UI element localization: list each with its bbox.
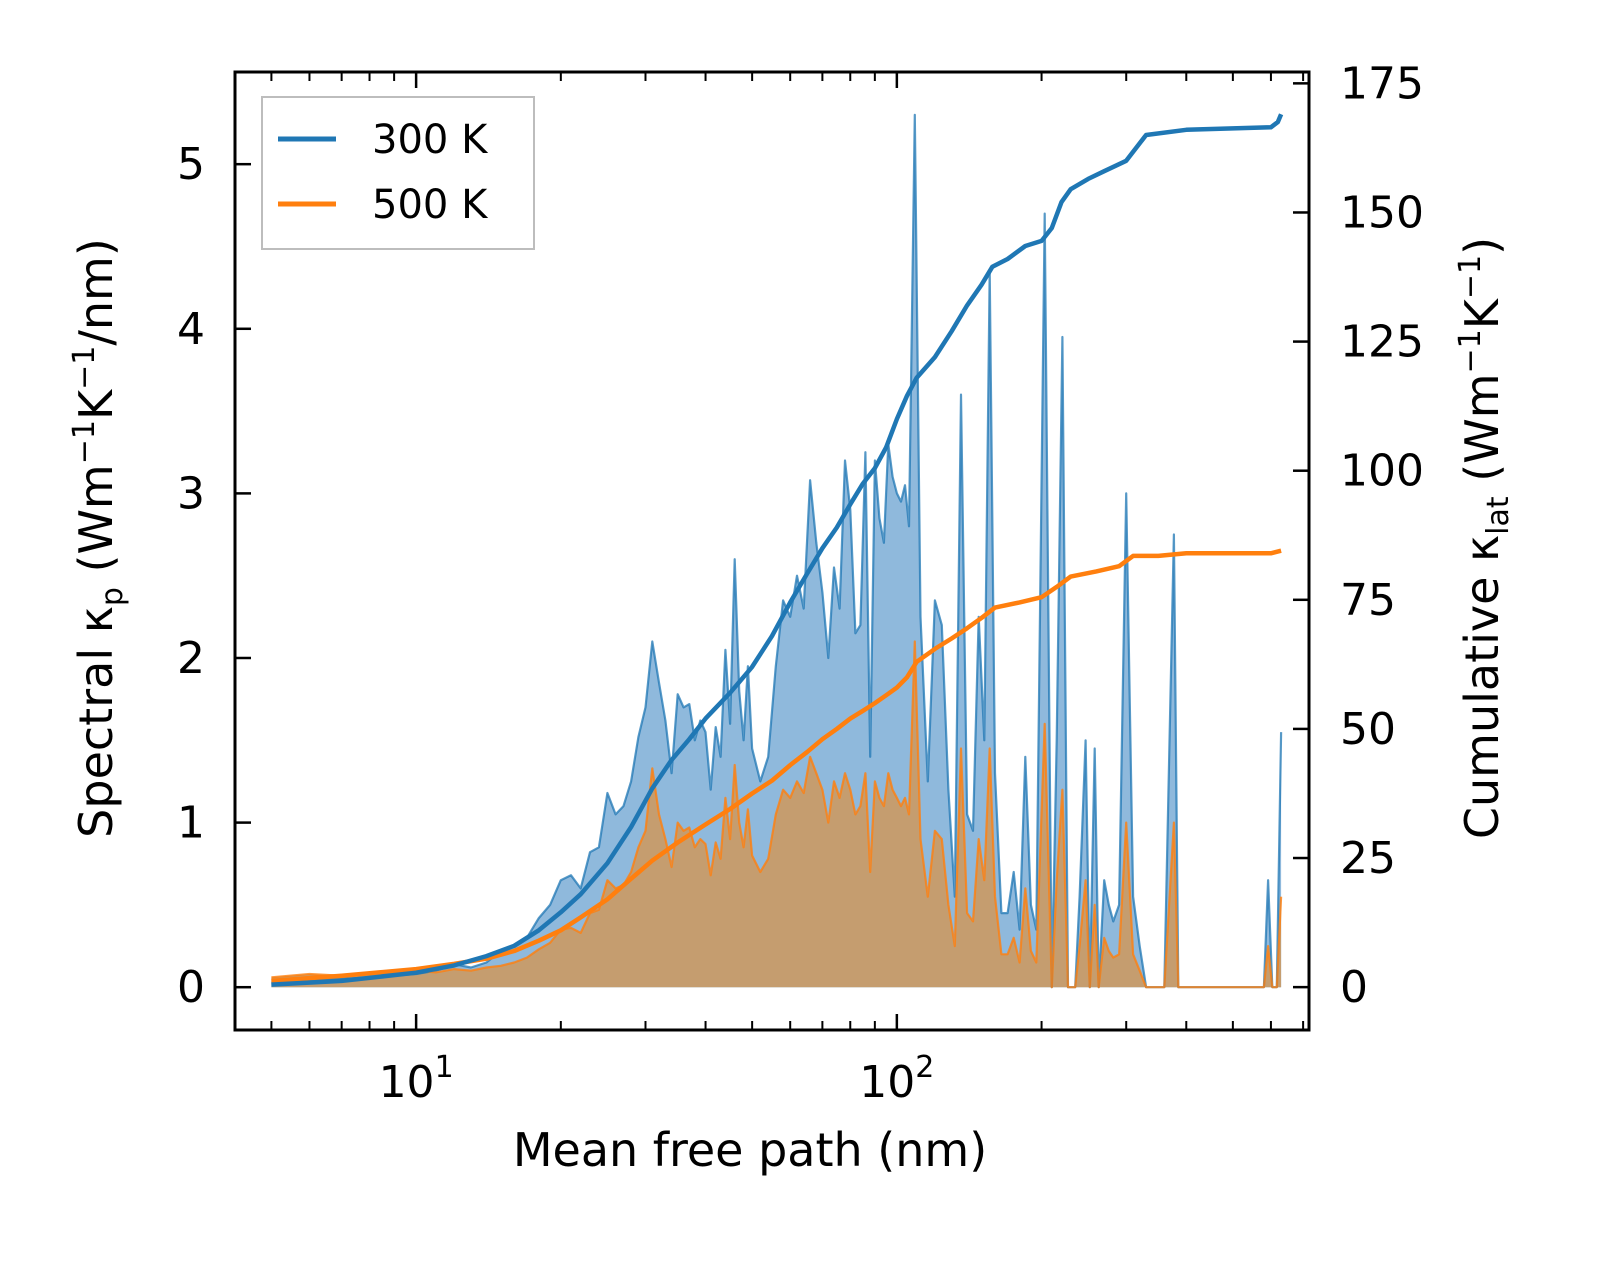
x-tick-label-exp: 2 [915,1050,934,1085]
x-tick-label: 101 [379,1050,454,1108]
y-right-title-sup1: −1 [1453,329,1488,373]
y-axis-left: 0 1 2 3 4 5 [177,139,251,1013]
y-right-tick-label: 125 [1340,317,1424,368]
y-left-tick-label: 3 [177,468,205,519]
axes-frame [233,70,1311,1032]
x-tick-label-base: 10 [379,1057,435,1108]
y-right-tick-label: 50 [1340,704,1396,755]
y-axis-right-title: Cumulative κlat (Wm−1K−1) [1453,237,1516,839]
legend-box [261,96,535,250]
series-500k-cumulative-line [271,548,1282,984]
y-left-tick-label: 4 [177,304,205,355]
plot-area [271,113,1284,989]
y-left-title-sup2: −1 [67,346,102,390]
y-right-title-unit-mid: K [1455,297,1509,329]
series-500k-spectral-line [271,640,1283,989]
x-axis-title: Mean free path (nm) [513,1123,987,1177]
series-300k-spectral-line [271,113,1283,989]
legend: 300 K 500 K [261,96,535,250]
y-right-title-unit-pre: (Wm [1455,373,1509,496]
y-axis-right: 0 25 50 75 100 125 150 175 [1293,58,1424,1013]
y-right-title-prefix: Cumulative κ [1455,535,1509,839]
y-left-title-unit-pre: (Wm [69,464,123,587]
y-left-tick-label: 2 [177,633,205,684]
y-right-tick-label: 175 [1340,58,1424,109]
x-tick-label-base: 10 [859,1057,915,1108]
y-right-tick-label: 100 [1340,446,1424,497]
y-right-tick-label: 25 [1340,833,1396,884]
y-right-title-unit-post: ) [1455,237,1509,255]
y-right-tick-label: 150 [1340,187,1424,238]
y-right-title-sub: lat [1481,496,1516,535]
series-300k-cumulative-line [271,113,1284,987]
x-tick-label-exp: 1 [435,1050,454,1085]
y-left-title-sub: p [95,587,130,606]
y-axis-left-title: Spectral κp (Wm−1K−1/nm) [67,238,130,838]
y-right-tick-label: 0 [1340,962,1368,1013]
legend-label-500k: 500 K [372,182,489,228]
y-left-title-unit-post: /nm) [69,238,123,345]
y-right-title-sup2: −1 [1453,255,1488,299]
y-right-tick-label: 75 [1340,575,1396,626]
y-left-title-prefix: Spectral κ [69,606,123,838]
x-axis: 101 102 [270,72,1305,1108]
x-tick-label: 102 [859,1050,934,1108]
y-left-title-sup1: −1 [67,420,102,464]
y-left-title-unit-mid: K [69,388,123,420]
y-left-tick-label: 1 [177,798,205,849]
y-left-tick-label: 0 [177,962,205,1013]
legend-label-300k: 300 K [372,117,489,163]
y-left-tick-label: 5 [177,139,205,190]
